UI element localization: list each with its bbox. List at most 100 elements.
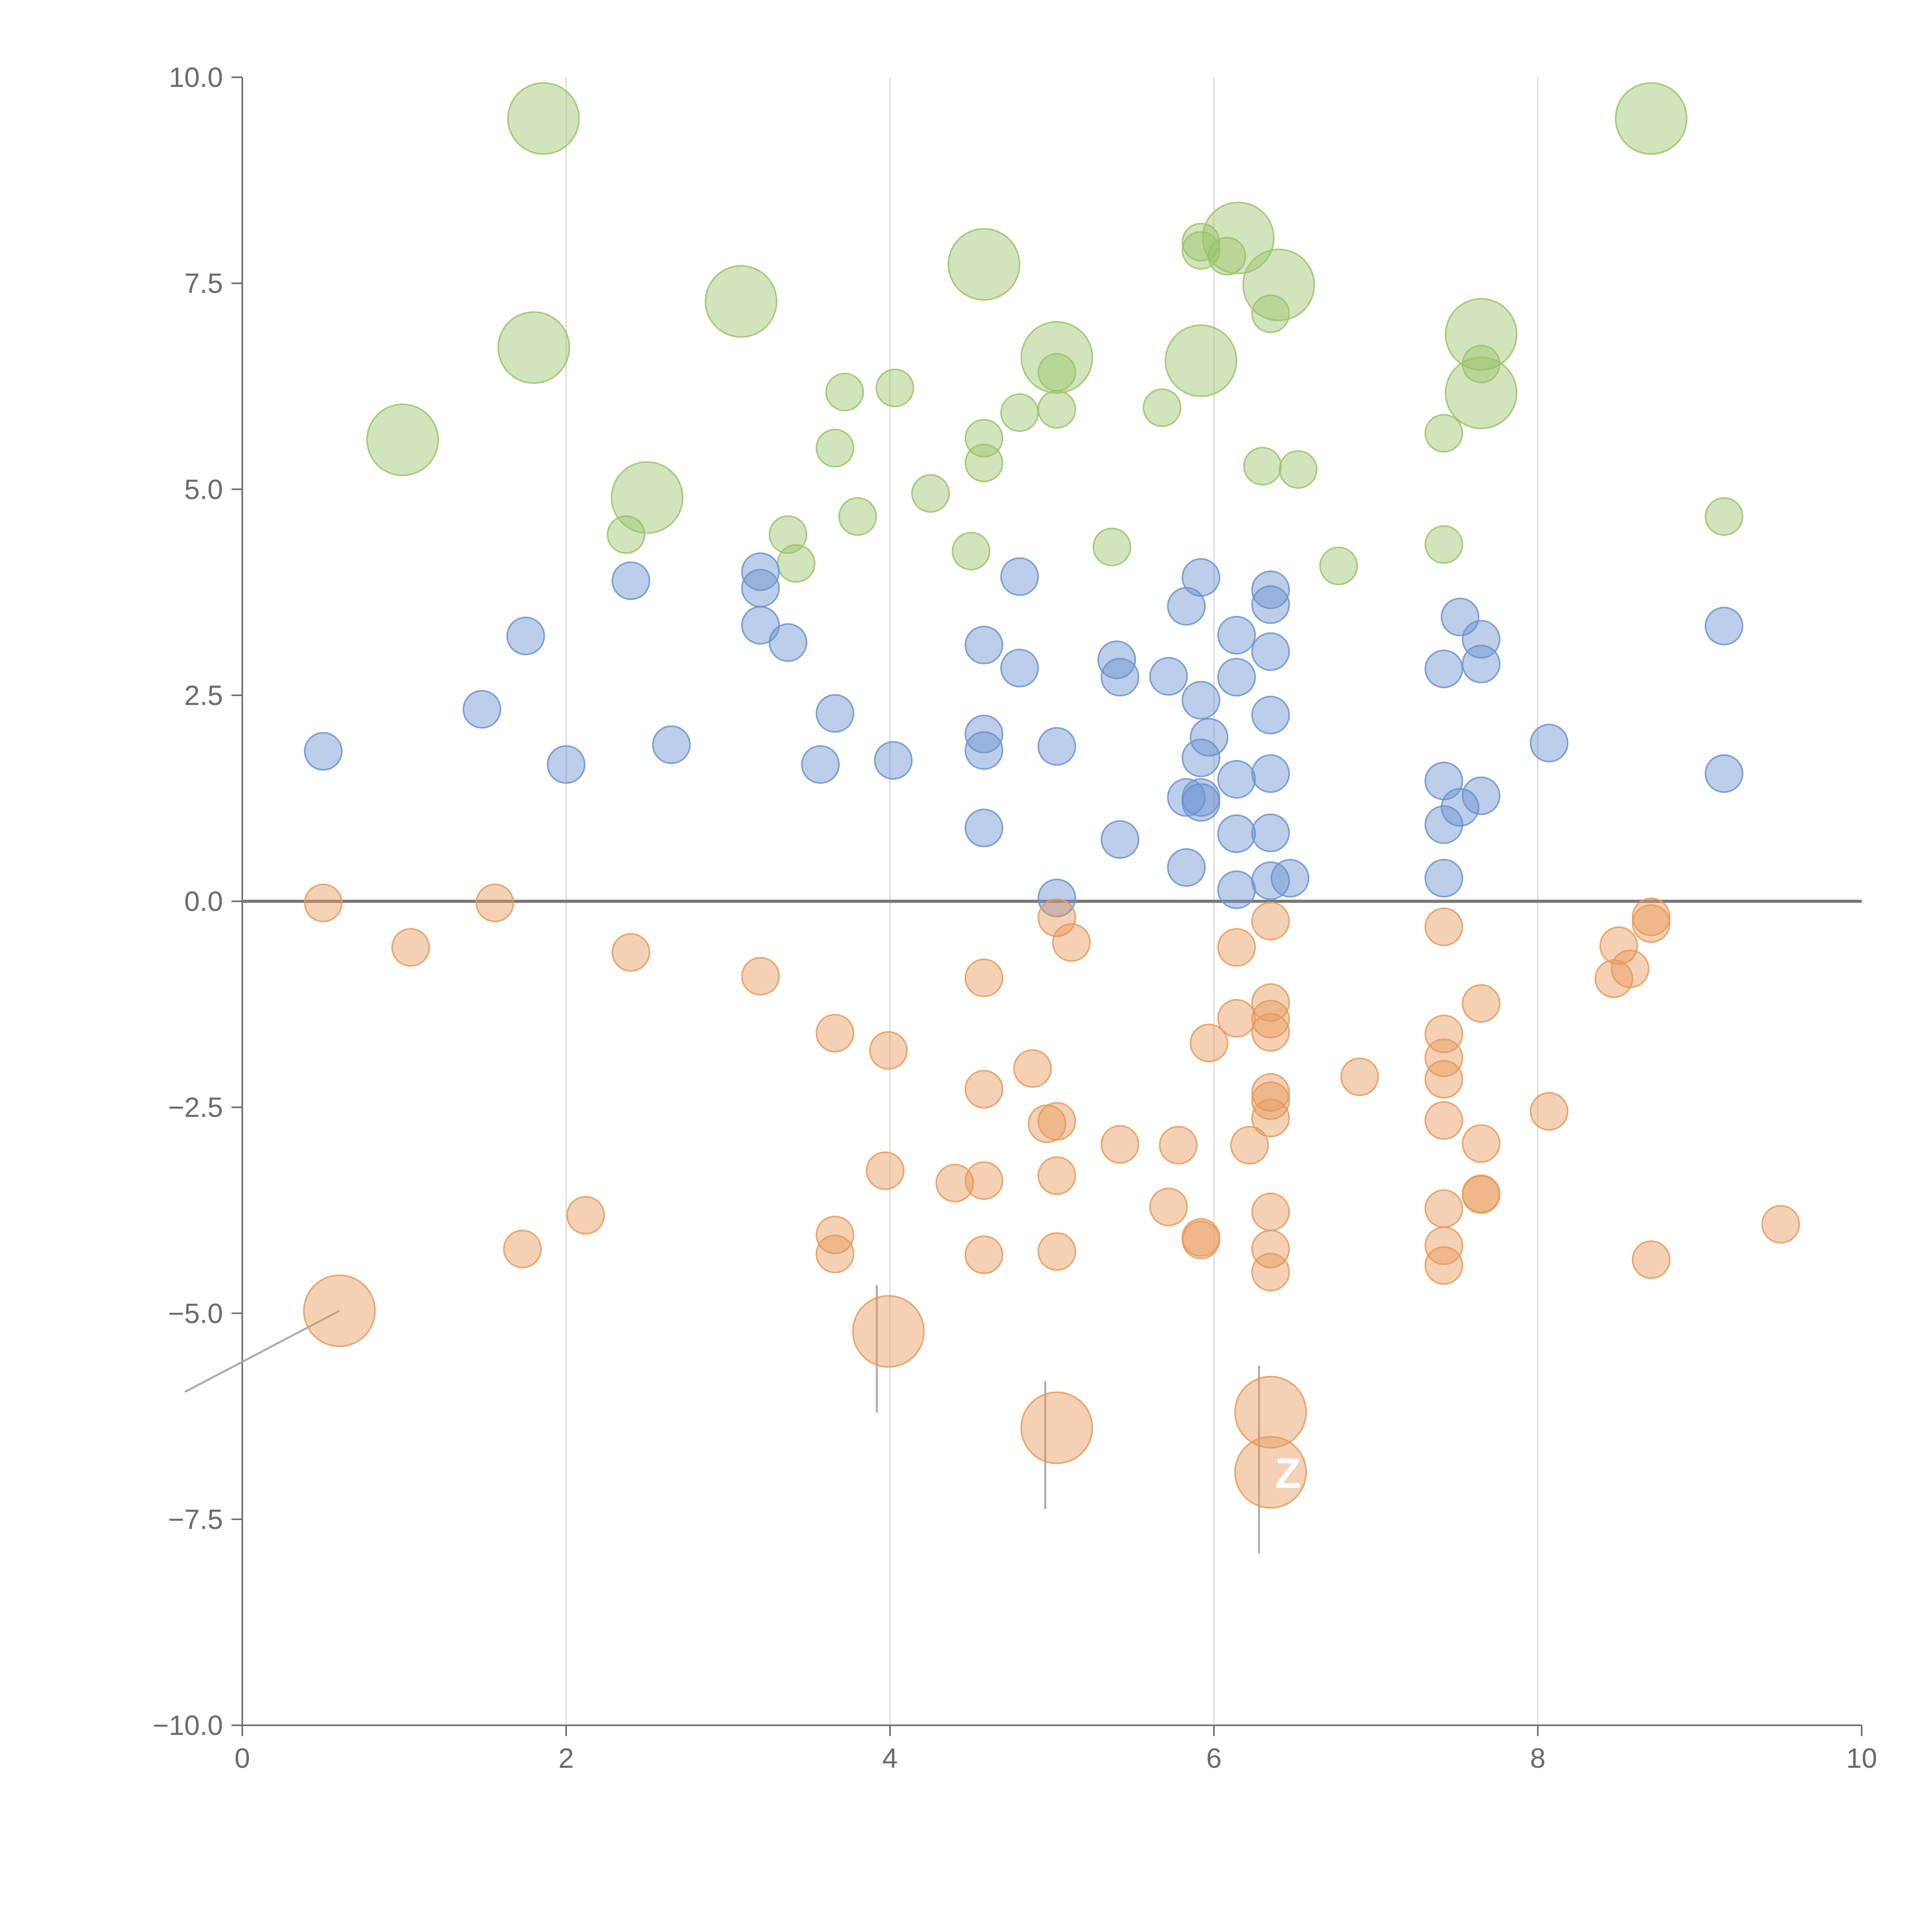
x-tick-label: 10 xyxy=(1846,1743,1877,1774)
blue-small-bubble xyxy=(964,808,1003,847)
orange-small-bubble xyxy=(1013,1049,1052,1088)
orange-large-bubble xyxy=(852,1295,925,1368)
orange-small-bubble xyxy=(1424,1246,1463,1285)
green-small-bubble xyxy=(815,429,854,468)
orange-small-bubble xyxy=(815,1235,854,1274)
orange-small-bubble xyxy=(1037,1232,1077,1271)
blue-small-bubble xyxy=(1251,696,1290,735)
blue-small-bubble xyxy=(1167,848,1206,887)
y-axis-ticks: 10.0 7.5 5.0 2.5 0.0 −2.5 −5.0 −7.5 −10.0 xyxy=(153,62,242,1741)
blue-small-bubble xyxy=(874,741,913,780)
green-small-bubble xyxy=(1143,388,1182,427)
blue-small-bubble xyxy=(547,745,586,784)
leader-line xyxy=(184,1310,340,1393)
green-small-bubble xyxy=(1182,223,1221,262)
orange-small-bubble xyxy=(1632,904,1671,943)
blue-small-bubble xyxy=(1251,754,1290,793)
blue-small-bubble xyxy=(1440,788,1480,827)
orange-small-bubble xyxy=(1230,1126,1269,1165)
blue-small-bubble xyxy=(1000,557,1039,596)
orange-small-bubble xyxy=(964,1235,1003,1274)
y-tick-label: −10.0 xyxy=(153,1710,223,1741)
orange-small-bubble xyxy=(1217,999,1256,1038)
green-large-bubble xyxy=(1445,298,1518,371)
orange-small-bubble xyxy=(935,1163,975,1202)
orange-small-bubble xyxy=(964,1070,1003,1109)
green-large-bubble xyxy=(947,228,1020,301)
y-tick-label: −5.0 xyxy=(168,1298,223,1329)
green-small-bubble xyxy=(1000,393,1039,432)
blue-small-bubble xyxy=(1037,727,1077,766)
orange-small-bubble xyxy=(611,933,650,972)
blue-small-bubble xyxy=(1217,658,1256,697)
blue-small-bubble xyxy=(1462,776,1501,815)
green-small-bubble xyxy=(1037,390,1077,429)
y-tick-label: 10.0 xyxy=(169,62,223,93)
orange-small-bubble xyxy=(1251,1081,1290,1120)
green-small-bubble xyxy=(607,515,646,554)
data-points xyxy=(303,82,1800,1509)
orange-small-bubble xyxy=(566,1196,605,1235)
blue-small-bubble xyxy=(506,616,545,655)
x-tick-label: 0 xyxy=(235,1743,250,1774)
orange-small-bubble xyxy=(1599,926,1638,965)
orange-small-bubble xyxy=(1340,1057,1379,1096)
blue-small-bubble xyxy=(1251,570,1290,609)
green-small-bubble xyxy=(875,368,914,407)
blue-small-bubble xyxy=(1217,616,1256,655)
blue-small-bubble xyxy=(1704,607,1743,646)
orange-small-bubble xyxy=(1761,1205,1800,1244)
green-small-bubble xyxy=(769,515,808,554)
orange-small-bubble xyxy=(1462,1124,1501,1163)
blue-small-bubble xyxy=(1462,645,1501,684)
orange-small-bubble xyxy=(1100,1125,1139,1164)
green-small-bubble xyxy=(1279,450,1318,489)
green-small-bubble xyxy=(911,474,950,513)
annotation-leaders xyxy=(184,1285,1260,1554)
blue-small-bubble xyxy=(1251,861,1290,900)
orange-small-bubble xyxy=(1424,1101,1463,1140)
orange-small-bubble xyxy=(475,883,514,922)
blue-small-bubble xyxy=(1217,760,1256,799)
orange-small-bubble xyxy=(1251,1192,1290,1231)
x-tick-label: 6 xyxy=(1206,1743,1222,1774)
orange-small-bubble xyxy=(1217,928,1256,967)
green-small-bubble xyxy=(825,372,864,412)
blue-small-bubble xyxy=(1217,814,1256,853)
blue-small-bubble xyxy=(1251,813,1290,852)
blue-small-bubble xyxy=(1190,718,1229,757)
blue-small-bubble xyxy=(741,569,780,608)
blue-small-bubble xyxy=(1167,778,1206,817)
blue-small-bubble xyxy=(815,694,854,733)
x-tick-label: 2 xyxy=(558,1743,574,1774)
blue-small-bubble xyxy=(1424,805,1463,844)
orange-small-bubble xyxy=(1251,901,1290,940)
blue-small-bubble xyxy=(304,732,343,771)
blue-small-bubble xyxy=(463,690,502,729)
green-small-bubble xyxy=(1092,527,1131,566)
orange-small-bubble xyxy=(1424,1189,1463,1228)
blue-small-bubble xyxy=(1000,649,1039,688)
blue-small-bubble xyxy=(1182,738,1221,777)
green-large-bubble xyxy=(704,265,777,338)
orange-large-bubble xyxy=(1234,1436,1307,1509)
green-small-bubble xyxy=(1319,546,1358,585)
green-large-bubble xyxy=(1445,356,1518,429)
orange-small-bubble xyxy=(1462,1175,1501,1214)
blue-small-bubble xyxy=(1270,859,1310,898)
green-small-bubble xyxy=(1424,525,1463,564)
orange-small-bubble xyxy=(1037,1102,1077,1141)
blue-small-bubble xyxy=(1251,632,1290,671)
orange-small-bubble xyxy=(1037,1156,1077,1195)
blue-small-bubble xyxy=(1100,658,1139,697)
orange-small-bubble xyxy=(1159,1126,1198,1165)
green-small-bubble xyxy=(838,497,877,536)
orange-small-bubble xyxy=(304,883,343,922)
orange-small-bubble xyxy=(1424,1226,1463,1265)
x-tick-label: 8 xyxy=(1530,1743,1546,1774)
orange-small-bubble xyxy=(1251,1099,1290,1138)
blue-small-bubble xyxy=(1100,820,1139,859)
blue-small-bubble xyxy=(1182,558,1221,597)
orange-small-bubble xyxy=(1190,1024,1229,1063)
orange-small-bubble xyxy=(1037,898,1077,937)
